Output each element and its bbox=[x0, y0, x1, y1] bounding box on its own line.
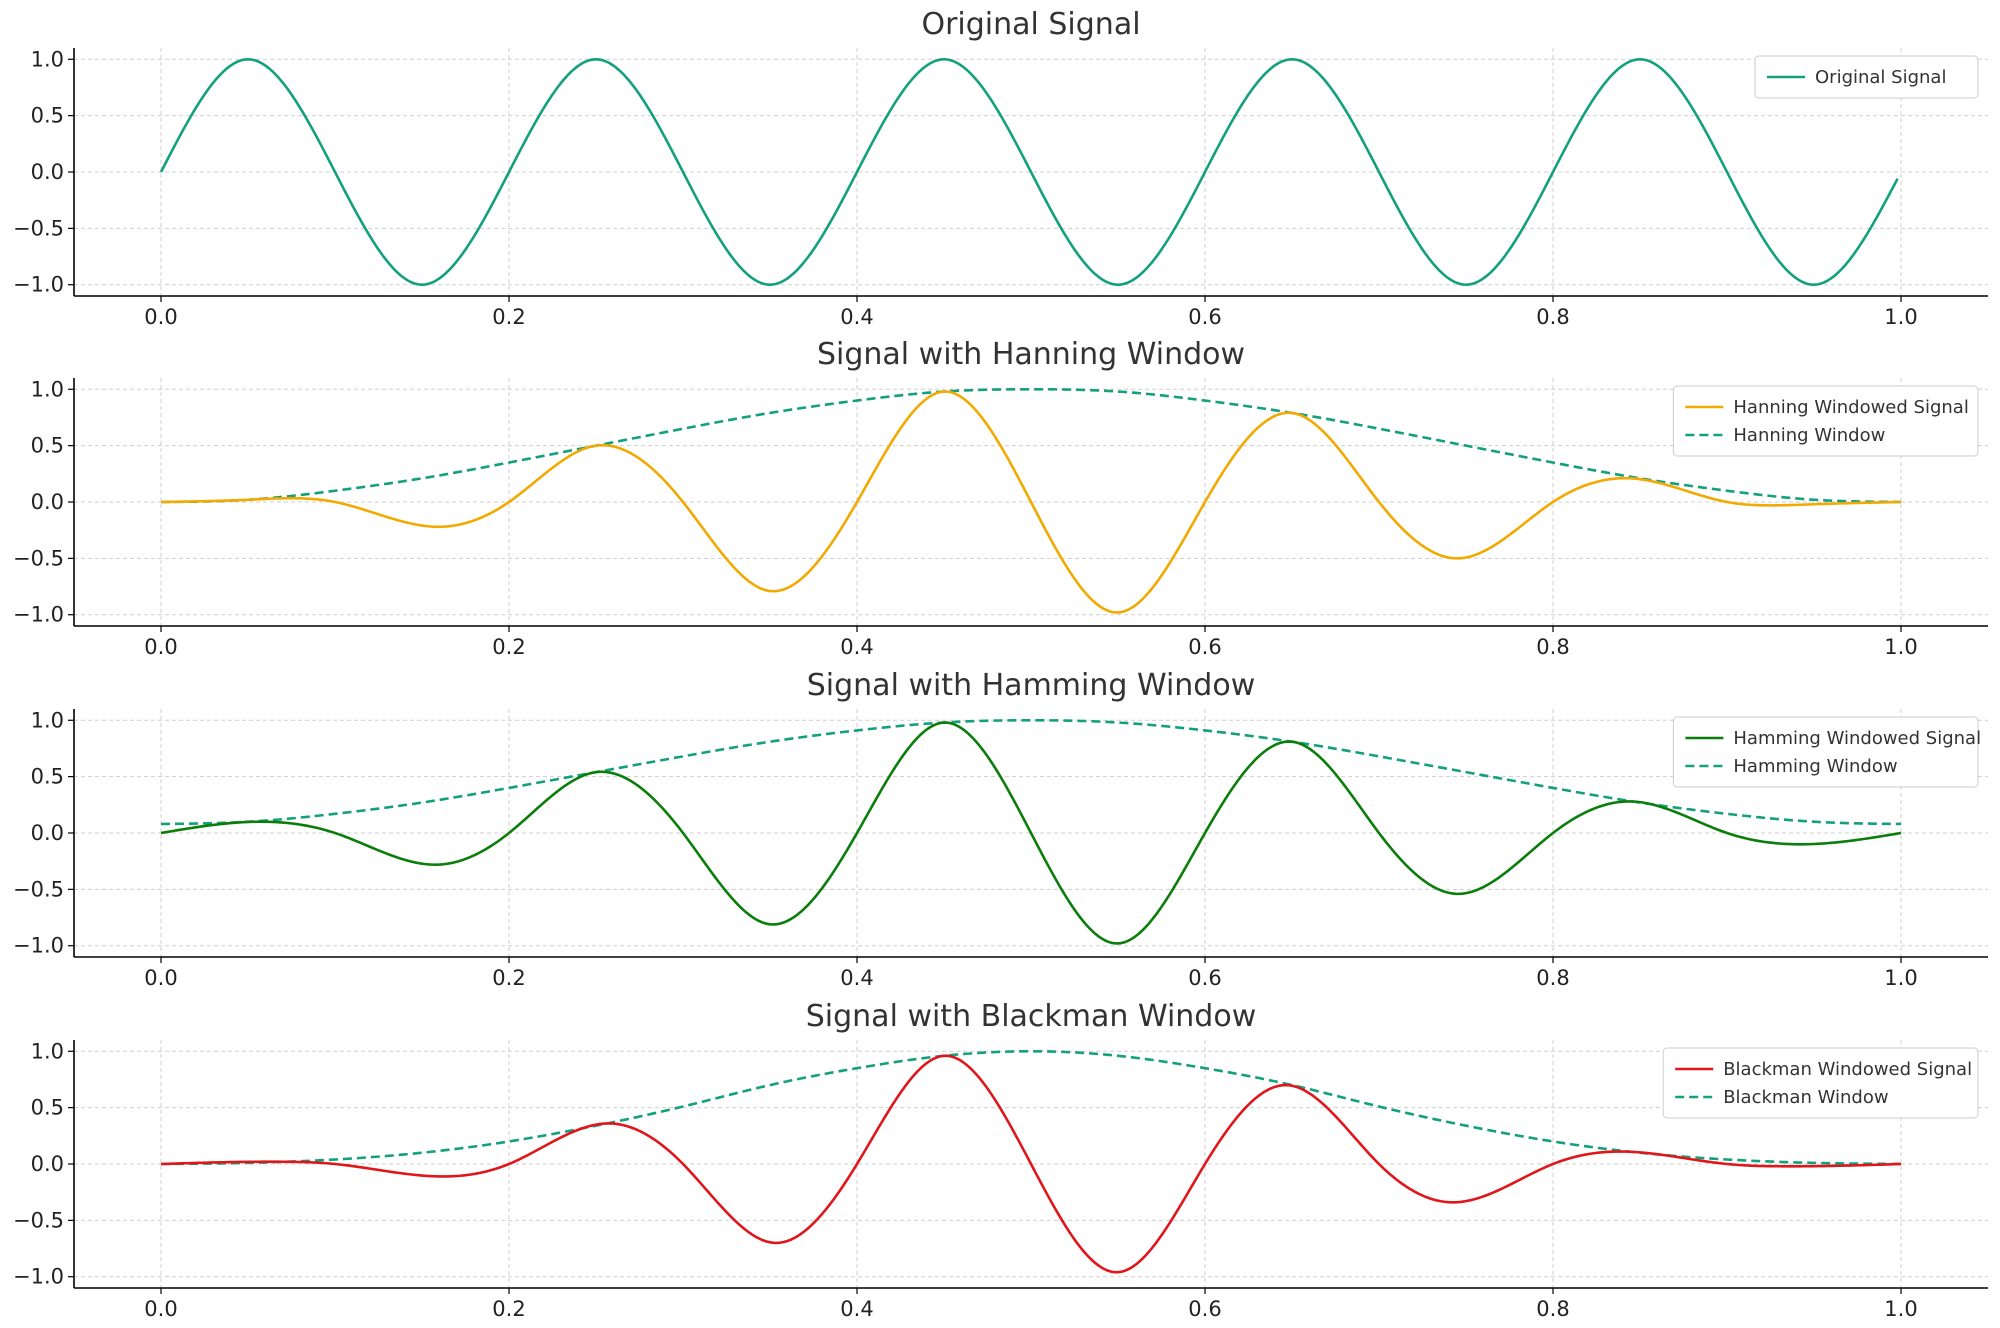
x-tick-label: 0.8 bbox=[1536, 635, 1569, 659]
y-tick-label: 0.0 bbox=[31, 160, 64, 184]
legend: Hamming Windowed Signal Hamming Window bbox=[1672, 716, 1981, 788]
y-tick-label: −0.5 bbox=[13, 546, 64, 570]
x-tick-label: 0.4 bbox=[840, 305, 873, 329]
y-tick-label: 1.0 bbox=[31, 1039, 64, 1063]
legend-box bbox=[1662, 1047, 1979, 1119]
y-tick-label: 0.5 bbox=[31, 104, 64, 128]
x-tick-label: 0.6 bbox=[1188, 635, 1221, 659]
legend-box bbox=[1672, 385, 1979, 457]
y-tick-label: −1.0 bbox=[13, 934, 64, 958]
y-tick-label: 1.0 bbox=[31, 377, 64, 401]
series-line-blackman-windowed-signal bbox=[160, 1054, 1902, 1274]
legend-label: Hanning Window bbox=[1733, 425, 1885, 446]
legend-box bbox=[1754, 55, 1979, 99]
subplot-title: Signal with Hamming Window bbox=[807, 668, 1255, 703]
y-tick-label: 1.0 bbox=[31, 47, 64, 71]
legend-box bbox=[1672, 716, 1979, 788]
x-tick-label: 0.2 bbox=[492, 1297, 525, 1321]
x-tick-label: 0.2 bbox=[492, 635, 525, 659]
y-tick-label: −0.5 bbox=[13, 1208, 64, 1232]
x-tick-label: 0.0 bbox=[144, 305, 177, 329]
x-tick-label: 0.6 bbox=[1188, 966, 1221, 990]
y-tick-label: 1.0 bbox=[31, 708, 64, 732]
y-tick-label: 0.5 bbox=[31, 434, 64, 458]
x-tick-label: 0.6 bbox=[1188, 305, 1221, 329]
subplot-4: Signal with Blackman Window 0.0 0.2 0.4 0.6 0… bbox=[13, 999, 1988, 1321]
y-tick-label: −0.5 bbox=[13, 877, 64, 901]
y-tick-label: 0.0 bbox=[31, 821, 64, 845]
legend-label: Hamming Windowed Signal bbox=[1733, 728, 1981, 749]
series-line-hanning-windowed-signal bbox=[160, 390, 1902, 614]
x-tick-label: 0.4 bbox=[840, 1297, 873, 1321]
x-tick-label: 0.8 bbox=[1536, 966, 1569, 990]
y-tick-label: 0.0 bbox=[31, 1152, 64, 1176]
y-tick-label: −0.5 bbox=[13, 216, 64, 240]
series-line-hamming-windowed-signal bbox=[160, 721, 1902, 945]
series-line-hanning-window bbox=[160, 387, 1902, 504]
x-tick-label: 1.0 bbox=[1884, 635, 1917, 659]
y-tick-label: 0.0 bbox=[31, 490, 64, 514]
y-tick-label: −1.0 bbox=[13, 1265, 64, 1289]
x-tick-label: 0.2 bbox=[492, 305, 525, 329]
x-tick-label: 0.8 bbox=[1536, 305, 1569, 329]
subplot-1: Original Signal 0.0 0.2 0.4 0.6 0.8 1.0 1.0 0.5 0… bbox=[13, 7, 1988, 329]
x-tick-label: 1.0 bbox=[1884, 966, 1917, 990]
x-tick-label: 0.0 bbox=[144, 966, 177, 990]
x-tick-label: 0.6 bbox=[1188, 1297, 1221, 1321]
series-line-blackman-window bbox=[160, 1049, 1902, 1166]
subplot-3: Signal with Hamming Window 0.0 0.2 0.4 0.6 0.… bbox=[13, 668, 1988, 990]
x-tick-label: 1.0 bbox=[1884, 305, 1917, 329]
y-tick-label: 0.5 bbox=[31, 765, 64, 789]
legend-label: Original Signal bbox=[1815, 67, 1946, 88]
subplot-title: Signal with Hanning Window bbox=[817, 337, 1245, 372]
x-tick-label: 1.0 bbox=[1884, 1297, 1917, 1321]
legend-label: Blackman Windowed Signal bbox=[1723, 1059, 1972, 1080]
y-tick-label: −1.0 bbox=[13, 603, 64, 627]
legend: Original Signal bbox=[1754, 55, 1979, 99]
x-tick-label: 0.2 bbox=[492, 966, 525, 990]
legend-label: Hanning Windowed Signal bbox=[1733, 397, 1968, 418]
subplot-title: Original Signal bbox=[921, 7, 1140, 42]
x-tick-label: 0.4 bbox=[840, 635, 873, 659]
legend: Blackman Windowed Signal Blackman Window bbox=[1662, 1047, 1979, 1119]
x-tick-label: 0.0 bbox=[144, 635, 177, 659]
x-tick-label: 0.4 bbox=[840, 966, 873, 990]
x-tick-label: 0.0 bbox=[144, 1297, 177, 1321]
series-line-hamming-window bbox=[160, 718, 1902, 826]
legend-label: Blackman Window bbox=[1723, 1087, 1888, 1108]
subplot-title: Signal with Blackman Window bbox=[806, 999, 1256, 1034]
legend: Hanning Windowed Signal Hanning Window bbox=[1672, 385, 1979, 457]
legend-label: Hamming Window bbox=[1733, 756, 1897, 777]
series-line-original-signal bbox=[159, 57, 1899, 287]
subplot-2: Signal with Hanning Window 0.0 0.2 0.4 0.6 0.… bbox=[13, 337, 1988, 659]
x-tick-label: 0.8 bbox=[1536, 1297, 1569, 1321]
y-tick-label: 0.5 bbox=[31, 1096, 64, 1120]
y-tick-label: −1.0 bbox=[13, 273, 64, 297]
